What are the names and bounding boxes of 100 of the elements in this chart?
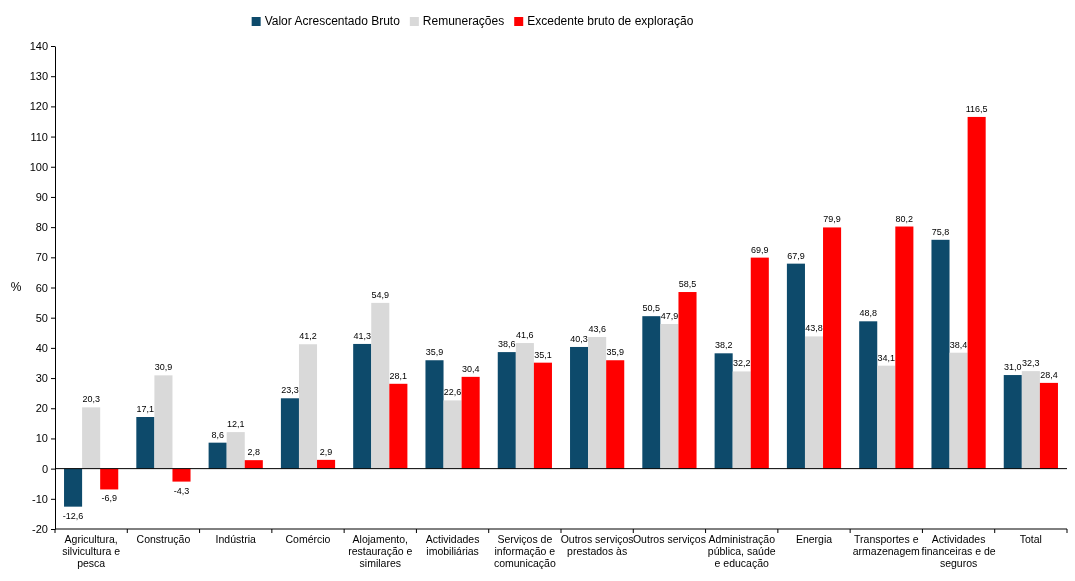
x-tick-label: Alojamento, restauração e similares: [348, 533, 413, 569]
y-axis-title: %: [10, 279, 22, 294]
bar: [642, 316, 661, 469]
data-label: -4,3: [173, 485, 190, 496]
legend-label: Excedente bruto de exploração: [527, 14, 694, 28]
data-label: 28,4: [1040, 369, 1058, 380]
data-label: 31,0: [1004, 362, 1022, 373]
bar: [425, 360, 444, 469]
x-tick-label: Transportes e armazenagem: [852, 533, 921, 557]
bar: [967, 116, 986, 469]
bar: [172, 468, 191, 482]
legend-label: Valor Acrescentado Bruto: [264, 14, 401, 28]
data-label: -6,9: [101, 493, 117, 504]
data-label: 32,2: [732, 358, 751, 369]
y-tick-label: 80: [35, 221, 48, 234]
y-tick-label: 50: [35, 311, 48, 324]
data-label: -12,6: [62, 510, 84, 521]
data-label: 38,4: [949, 339, 968, 350]
data-label: 43,6: [588, 324, 606, 335]
data-label: 23,3: [281, 385, 299, 396]
bar: [497, 352, 516, 469]
data-label: 38,6: [498, 339, 516, 350]
data-label: 12,1: [226, 419, 245, 430]
data-label: 75,8: [931, 226, 950, 237]
bar: [82, 407, 101, 469]
data-label: 48,8: [859, 308, 877, 319]
x-tick-label: Administração pública, saúde e educação: [707, 533, 776, 569]
data-label: 35,9: [606, 347, 624, 358]
data-label: 43,8: [805, 323, 823, 334]
x-tick-label: Actividades imobiliárias: [425, 533, 480, 557]
bar: [1039, 382, 1058, 469]
y-tick-label: 90: [35, 190, 48, 203]
bar: [317, 459, 336, 469]
data-label: 17,1: [136, 404, 155, 414]
data-label: 69,9: [751, 244, 769, 255]
x-tick-label: Outros serviços: [632, 533, 706, 545]
bar: [570, 346, 589, 469]
y-tick-label: 60: [35, 281, 48, 294]
y-tick-label: 130: [29, 70, 48, 83]
legend-label: Remunerações: [422, 14, 505, 28]
bar: [895, 226, 914, 469]
x-tick-label: Comércio: [285, 533, 331, 545]
data-label: 20,3: [82, 394, 100, 405]
data-label: 47,9: [660, 311, 679, 322]
bar: [588, 337, 607, 469]
bar: [443, 400, 462, 469]
data-label: 67,9: [787, 250, 805, 261]
y-tick-label: 10: [35, 432, 48, 445]
y-tick-label: 40: [35, 341, 48, 354]
data-label: 116,5: [965, 103, 988, 114]
bar: [154, 375, 173, 469]
x-tick-label: Actividades financeiras e de seguros: [921, 533, 996, 569]
x-tick-label: Outros serviços prestados às: [560, 533, 634, 557]
bar: [786, 263, 805, 469]
x-tick-label: Energia: [795, 533, 833, 545]
data-label: 22,6: [443, 387, 462, 398]
data-label: 40,3: [570, 333, 588, 344]
y-tick-label: 140: [29, 40, 48, 53]
x-tick-label: Construção: [136, 533, 191, 545]
y-tick-label: 20: [35, 402, 48, 415]
bar: [533, 362, 552, 469]
data-label: 80,2: [895, 213, 914, 224]
data-label: 38,2: [714, 340, 733, 351]
bar: [353, 343, 372, 469]
bar: [931, 239, 950, 469]
bar: [732, 371, 751, 469]
y-tick-label: 100: [29, 160, 48, 173]
bar: [606, 360, 625, 469]
y-tick-label: 0: [41, 462, 48, 475]
bar: [804, 336, 824, 469]
data-label: 8,6: [211, 429, 224, 440]
bar: [371, 302, 390, 469]
bar: [389, 383, 408, 469]
data-label: 32,3: [1022, 358, 1040, 369]
x-tick-label: Indústria: [215, 533, 257, 545]
data-label: 35,9: [425, 347, 444, 358]
bar: [750, 257, 769, 469]
bar: [678, 292, 697, 469]
x-tick-label: Agricultura, silvicultura e pesca: [62, 533, 121, 569]
y-tick-label: 70: [35, 251, 48, 264]
bar: [877, 365, 896, 469]
bar: [660, 324, 679, 469]
bar: [949, 352, 968, 469]
data-label: 58,5: [678, 279, 697, 290]
y-tick-label: -10: [32, 492, 48, 505]
bar: [515, 343, 534, 469]
bar: [859, 321, 878, 469]
bar: [136, 417, 155, 469]
data-label: 41,2: [299, 331, 317, 342]
data-label: 50,5: [642, 303, 661, 314]
bar: [280, 398, 299, 469]
data-label: 2,8: [247, 447, 261, 458]
x-tick-label: Total: [1019, 533, 1042, 545]
data-label: 28,1: [389, 370, 408, 381]
y-tick-label: -20: [32, 523, 48, 536]
y-tick-label: 120: [29, 100, 48, 113]
y-tick-label: 110: [30, 130, 48, 143]
y-tick-label: 30: [35, 372, 48, 385]
bar: [226, 432, 245, 469]
bar: [1021, 371, 1040, 469]
